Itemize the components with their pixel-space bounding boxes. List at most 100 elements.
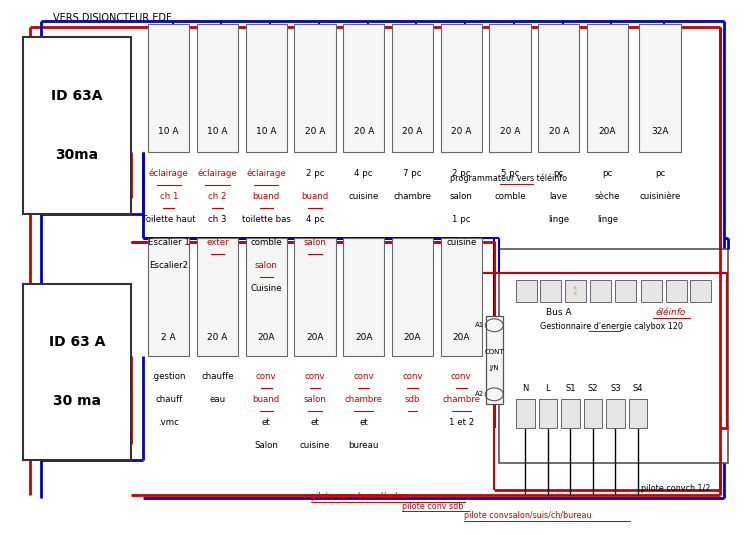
Text: éclairage: éclairage bbox=[148, 169, 189, 178]
Text: pilote convsalon/suis/ch/bureau: pilote convsalon/suis/ch/bureau bbox=[464, 511, 591, 520]
Bar bbox=[294, 24, 335, 152]
Text: S4: S4 bbox=[632, 384, 643, 393]
Text: chambre: chambre bbox=[345, 395, 382, 404]
Text: 10 A: 10 A bbox=[158, 127, 179, 136]
Text: 20A: 20A bbox=[306, 333, 324, 342]
Text: 20 A: 20 A bbox=[451, 127, 472, 136]
Text: 20 A: 20 A bbox=[548, 127, 569, 136]
Text: buand: buand bbox=[253, 192, 280, 201]
Text: pilote convch 1/2: pilote convch 1/2 bbox=[641, 484, 711, 493]
Text: conv: conv bbox=[304, 372, 326, 381]
Text: Toilette haut: Toilette haut bbox=[142, 215, 196, 224]
Text: .gestion: .gestion bbox=[152, 372, 186, 381]
Text: salon: salon bbox=[450, 192, 472, 201]
Text: 20A: 20A bbox=[452, 333, 470, 342]
Text: 32A: 32A bbox=[651, 127, 669, 136]
Text: A2: A2 bbox=[475, 391, 484, 398]
Text: pc: pc bbox=[655, 169, 665, 178]
Text: 20 A: 20 A bbox=[402, 127, 423, 136]
Bar bbox=[148, 238, 189, 356]
Text: 2 pc: 2 pc bbox=[452, 169, 470, 178]
Text: 20 A: 20 A bbox=[207, 333, 228, 342]
Text: Escalier2: Escalier2 bbox=[149, 261, 188, 270]
Text: Escalier 1: Escalier 1 bbox=[148, 238, 190, 247]
Bar bbox=[486, 316, 502, 404]
Text: eau: eau bbox=[209, 395, 226, 404]
Text: .vmc: .vmc bbox=[158, 418, 179, 427]
Text: conv: conv bbox=[353, 372, 374, 381]
Text: 4 pc: 4 pc bbox=[306, 215, 324, 224]
Text: sdb: sdb bbox=[405, 395, 420, 404]
Bar bbox=[606, 399, 625, 428]
Text: linge: linge bbox=[548, 215, 569, 224]
Bar bbox=[343, 238, 384, 356]
Text: 20A: 20A bbox=[404, 333, 422, 342]
Text: linge: linge bbox=[597, 215, 618, 224]
Text: comble: comble bbox=[251, 238, 282, 247]
Text: pc: pc bbox=[602, 169, 613, 178]
Bar bbox=[640, 280, 662, 302]
Bar bbox=[245, 238, 286, 356]
Bar bbox=[441, 24, 482, 152]
Bar bbox=[561, 399, 580, 428]
Text: ch 1: ch 1 bbox=[160, 192, 178, 201]
Text: éléinfo: éléinfo bbox=[656, 309, 686, 317]
Text: S2: S2 bbox=[588, 384, 598, 393]
Text: Gestionnaire d'energie calybox 120: Gestionnaire d'energie calybox 120 bbox=[540, 322, 682, 331]
Bar bbox=[148, 24, 189, 152]
Text: J/N: J/N bbox=[490, 365, 499, 371]
Text: 20 A: 20 A bbox=[500, 127, 520, 136]
Text: 20 A: 20 A bbox=[304, 127, 326, 136]
Bar bbox=[584, 399, 602, 428]
Bar bbox=[590, 280, 610, 302]
Text: Salon: Salon bbox=[254, 441, 278, 450]
Text: conv: conv bbox=[256, 372, 277, 381]
Text: pilote conv sdb: pilote conv sdb bbox=[402, 502, 464, 511]
Bar bbox=[690, 280, 711, 302]
Text: 7 pc: 7 pc bbox=[404, 169, 422, 178]
Text: S1: S1 bbox=[566, 384, 576, 393]
Bar bbox=[628, 399, 647, 428]
Text: 20A: 20A bbox=[598, 127, 616, 136]
Bar bbox=[294, 238, 335, 356]
Text: et: et bbox=[262, 418, 271, 427]
Text: salon: salon bbox=[304, 395, 326, 404]
Text: chambre: chambre bbox=[442, 395, 480, 404]
Bar bbox=[639, 24, 681, 152]
Text: 30 ma: 30 ma bbox=[53, 394, 100, 408]
Text: salon: salon bbox=[304, 238, 326, 247]
Text: ch 3: ch 3 bbox=[209, 215, 226, 224]
Bar bbox=[516, 280, 537, 302]
Text: buand: buand bbox=[302, 192, 328, 201]
Bar bbox=[392, 24, 433, 152]
Bar bbox=[343, 24, 384, 152]
Bar bbox=[587, 24, 628, 152]
Bar bbox=[540, 280, 561, 302]
Text: chauff: chauff bbox=[155, 395, 182, 404]
Text: lave: lave bbox=[550, 192, 568, 201]
Text: cuisine: cuisine bbox=[349, 192, 379, 201]
Text: 30ma: 30ma bbox=[56, 148, 98, 162]
Text: programmateur vers téléinfo: programmateur vers téléinfo bbox=[450, 173, 567, 183]
Text: éclairage: éclairage bbox=[246, 169, 286, 178]
Text: L: L bbox=[545, 384, 550, 393]
Text: et: et bbox=[310, 418, 320, 427]
Text: 1 pc: 1 pc bbox=[452, 215, 470, 224]
Bar bbox=[22, 284, 131, 460]
Bar bbox=[245, 24, 286, 152]
Text: sèche: sèche bbox=[595, 192, 620, 201]
Text: ch 2: ch 2 bbox=[209, 192, 226, 201]
Text: t
c: t c bbox=[574, 286, 577, 296]
Bar bbox=[22, 37, 131, 214]
Text: buand: buand bbox=[253, 395, 280, 404]
Text: conv: conv bbox=[451, 372, 472, 381]
Bar bbox=[490, 24, 531, 152]
Text: 20 A: 20 A bbox=[353, 127, 374, 136]
Bar bbox=[538, 24, 579, 152]
Text: 2 A: 2 A bbox=[161, 333, 176, 342]
Text: S3: S3 bbox=[610, 384, 621, 393]
Bar bbox=[666, 280, 687, 302]
Text: 10 A: 10 A bbox=[207, 127, 228, 136]
Bar bbox=[499, 249, 728, 463]
Text: chauffe: chauffe bbox=[201, 372, 234, 381]
